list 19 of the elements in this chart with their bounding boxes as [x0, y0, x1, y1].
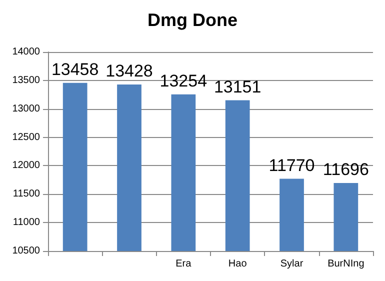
- data-label: 11770: [268, 156, 315, 175]
- data-label: 13151: [214, 77, 262, 96]
- x-tick-label: Era: [176, 258, 192, 270]
- x-tick-label: Sylar: [280, 258, 304, 270]
- y-tick-label: 13000: [12, 103, 40, 114]
- x-tick-label: BurNIng: [328, 258, 364, 270]
- data-label: 11696: [322, 160, 369, 179]
- y-tick-label: 12000: [12, 160, 40, 172]
- data-label: 13458: [51, 60, 99, 79]
- y-tick-label: 12500: [12, 132, 40, 143]
- x-tick-label: Hao: [228, 258, 248, 270]
- y-tick-label: 11500: [12, 188, 40, 200]
- data-label: 13428: [106, 62, 153, 81]
- y-tick-label: 13500: [12, 74, 40, 86]
- y-tick-label: 10500: [12, 246, 40, 256]
- y-tick-label: 14000: [12, 46, 40, 58]
- data-label: 13254: [160, 71, 208, 90]
- chart-title: Dmg Done: [148, 10, 238, 30]
- y-tick-label: 11000: [12, 217, 40, 228]
